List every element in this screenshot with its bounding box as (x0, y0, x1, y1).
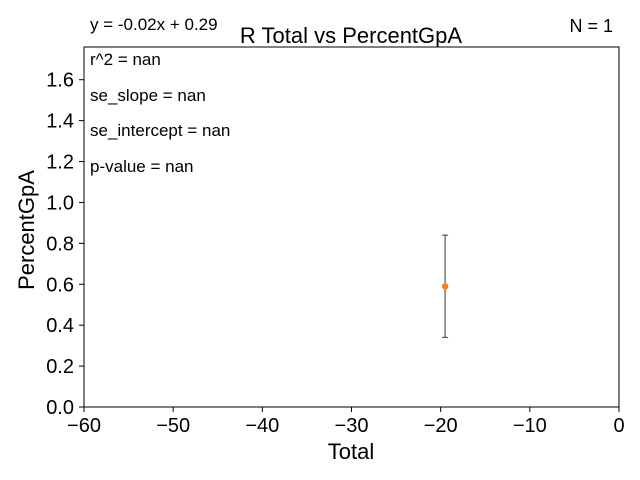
x-tick-label: −30 (335, 415, 369, 437)
x-tick-label: −10 (513, 415, 547, 437)
r-squared-label: r^2 = nan (90, 50, 161, 69)
y-tick-label: 0.8 (46, 233, 74, 255)
y-tick-label: 0.4 (46, 315, 74, 337)
regression-equation: y = -0.02x + 0.29 (90, 15, 218, 34)
p-value-label: p-value = nan (90, 157, 194, 176)
x-tick-label: −50 (156, 415, 190, 437)
x-tick-label: −60 (67, 415, 101, 437)
y-axis-label: PercentGpA (14, 170, 39, 290)
chart-title: R Total vs PercentGpA (240, 23, 462, 48)
sample-size-label: N = 1 (569, 16, 613, 36)
x-tick-label: 0 (613, 415, 624, 437)
plot-area (83, 46, 620, 408)
se-slope-label: se_slope = nan (90, 86, 206, 105)
y-axis-ticks: 0.0 0.2 0.4 0.6 0.8 1.0 1.2 1.4 1.6 (46, 70, 84, 419)
x-axis-ticks: −60 −50 −40 −30 −20 −10 0 (67, 407, 625, 437)
y-tick-label: 1.6 (46, 70, 74, 92)
data-point (441, 283, 449, 290)
y-tick-label: 1.4 (46, 111, 74, 133)
x-tick-label: −40 (245, 415, 279, 437)
data-marks (441, 234, 449, 339)
y-tick-label: 0.0 (46, 397, 74, 419)
y-tick-label: 0.2 (46, 356, 74, 378)
se-intercept-label: se_intercept = nan (90, 121, 230, 140)
x-axis-label: Total (328, 439, 374, 464)
y-tick-label: 0.6 (46, 274, 74, 296)
y-tick-label: 1.2 (46, 152, 74, 174)
x-tick-label: −20 (424, 415, 458, 437)
y-tick-label: 1.0 (46, 192, 74, 214)
